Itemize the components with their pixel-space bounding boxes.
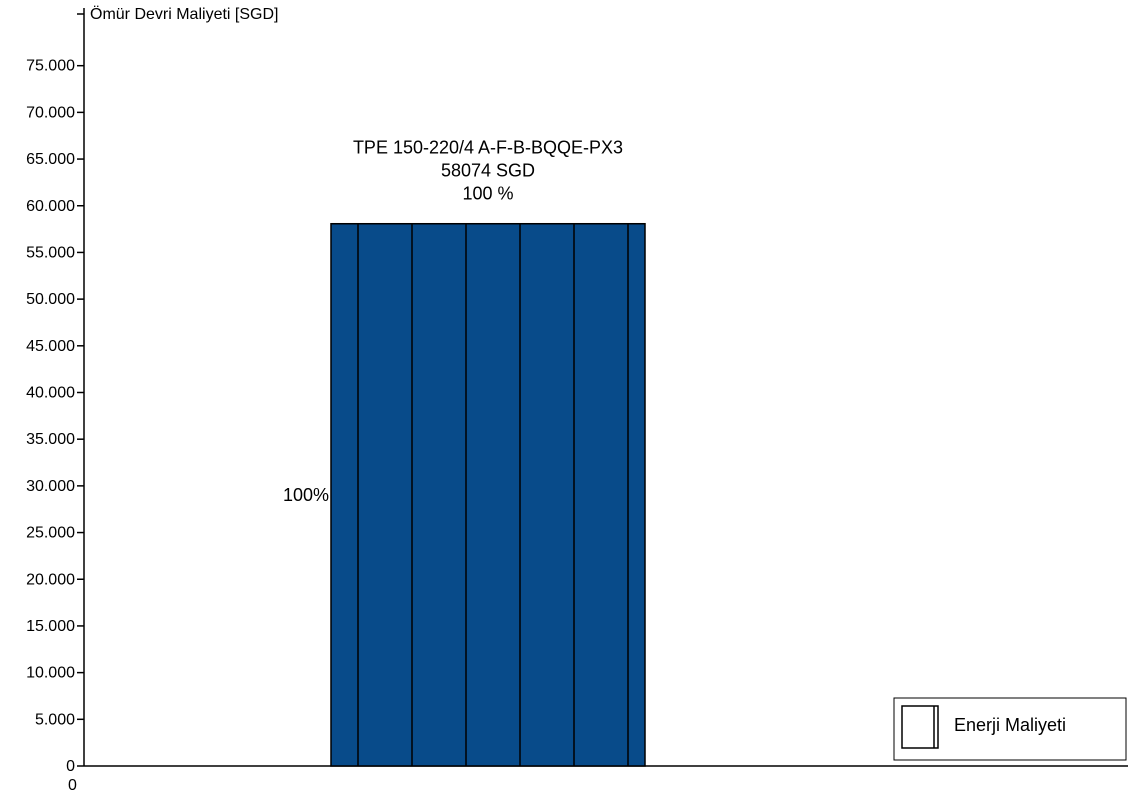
- x-axis: 0: [68, 765, 1128, 794]
- legend-swatch-energy-cost: [901, 705, 939, 749]
- y-tick-label: 40.000: [26, 385, 75, 402]
- bar-energy-cost: [330, 222, 646, 767]
- y-axis-title: Ömür Devri Maliyeti [SGD]: [90, 5, 278, 23]
- y-tick-label: 60.000: [26, 198, 75, 215]
- bars: [330, 222, 646, 767]
- y-tick-label: 5.000: [35, 711, 75, 728]
- y-tick-label: 20.000: [26, 571, 75, 588]
- y-tick-label: 15.000: [26, 618, 75, 635]
- y-tick-label: 50.000: [26, 291, 75, 308]
- x-origin-label: 0: [68, 777, 77, 794]
- y-tick-label: 65.000: [26, 151, 75, 168]
- y-tick-label: 45.000: [26, 338, 75, 355]
- bar-value-label: 58074 SGD: [441, 161, 535, 181]
- bar-segment-percent-label: 100%: [283, 485, 329, 505]
- y-tick-label: 35.000: [26, 431, 75, 448]
- y-tick-label: 10.000: [26, 665, 75, 682]
- y-tick-label: 0: [66, 758, 75, 775]
- bar-category-label: TPE 150-220/4 A-F-B-BQQE-PX3: [353, 138, 623, 158]
- y-tick-label: 75.000: [26, 58, 75, 75]
- y-tick-label: 70.000: [26, 104, 75, 121]
- y-tick-label: 55.000: [26, 244, 75, 261]
- legend-label-energy-cost: Enerji Maliyeti: [954, 715, 1066, 735]
- y-tick-label: 25.000: [26, 525, 75, 542]
- legend: Enerji Maliyeti: [893, 697, 1127, 761]
- bar-labels: TPE 150-220/4 A-F-B-BQQE-PX3 58074 SGD 1…: [283, 138, 623, 505]
- y-ticks: 0 5.000 10.000 15.000 20.000 25.000 30.000 35.0…: [26, 13, 84, 775]
- y-axis: Ömür Devri Maliyeti [SGD]: [83, 5, 278, 766]
- bar-percent-label: 100 %: [462, 184, 513, 204]
- y-tick-label: 30.000: [26, 478, 75, 495]
